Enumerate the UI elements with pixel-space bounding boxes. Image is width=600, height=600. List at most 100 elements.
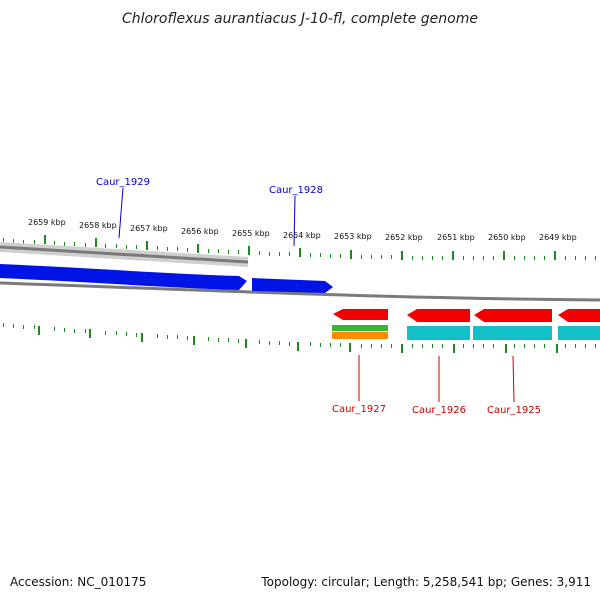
tick-mark — [565, 256, 566, 260]
reverse-gene-arrow[interactable] — [333, 309, 388, 320]
tick-mark — [187, 336, 188, 340]
tick-mark-major — [95, 238, 97, 247]
scale-label: 2649 kbp — [539, 233, 577, 242]
tick-mark — [473, 256, 474, 260]
tick-mark — [585, 256, 586, 260]
tick-mark — [381, 344, 382, 348]
feature-block-cyan[interactable] — [558, 326, 600, 340]
tick-mark-major — [452, 251, 454, 260]
tick-mark-major — [556, 344, 558, 353]
backbone-upper-line — [0, 245, 249, 264]
tick-mark — [23, 325, 24, 329]
gene-label-reverse[interactable]: Caur_1927 — [332, 404, 386, 415]
tick-mark — [483, 344, 484, 348]
tick-mark — [320, 253, 321, 257]
tick-mark — [269, 341, 270, 345]
tick-mark — [463, 256, 464, 260]
tick-mark — [238, 339, 239, 343]
tick-mark — [23, 240, 24, 244]
outer-tick-row — [3, 235, 596, 353]
tick-mark — [463, 344, 464, 348]
tick-mark — [218, 338, 219, 342]
tick-mark-major — [146, 241, 148, 250]
tick-mark — [279, 341, 280, 345]
tick-mark — [483, 256, 484, 260]
scale-label: 2651 kbp — [437, 233, 475, 242]
genome-summary-text: Topology: circular; Length: 5,258,541 bp… — [260, 575, 591, 589]
tick-mark — [330, 343, 331, 347]
tick-mark — [116, 244, 117, 248]
tick-mark — [85, 329, 86, 333]
tick-mark — [524, 256, 525, 260]
tick-mark — [391, 344, 392, 348]
tick-mark — [3, 238, 4, 242]
tick-mark — [381, 255, 382, 259]
tick-mark — [340, 343, 341, 347]
upper-tick-row — [3, 235, 596, 260]
tick-mark — [136, 245, 137, 249]
tick-mark-major — [349, 343, 351, 352]
tick-mark — [126, 245, 127, 249]
tick-mark — [422, 256, 423, 260]
tick-mark-major — [453, 344, 455, 353]
tick-mark — [269, 252, 270, 256]
tick-mark — [208, 249, 209, 253]
tick-mark-major — [401, 251, 403, 260]
tick-mark — [34, 325, 35, 329]
tick-mark-major — [141, 333, 143, 342]
tick-mark — [422, 344, 423, 348]
tick-mark — [320, 343, 321, 347]
genome-title: Chloroflexus aurantiacus J-10-fl, comple… — [122, 11, 478, 27]
tick-mark — [412, 256, 413, 260]
tick-mark — [64, 328, 65, 332]
tick-mark — [13, 239, 14, 243]
feature-block-cyan[interactable] — [473, 326, 552, 340]
tick-mark — [585, 344, 586, 348]
tick-mark — [493, 256, 494, 260]
scale-label: 2654 kbp — [283, 231, 321, 240]
gene-label-forward[interactable]: Caur_1928 — [269, 185, 323, 196]
tick-mark-major — [197, 244, 199, 253]
feature-block-orange[interactable] — [332, 332, 388, 339]
tick-mark — [167, 335, 168, 339]
forward-strand-genes — [0, 264, 333, 293]
tick-mark — [289, 252, 290, 256]
forward-gene-arrow[interactable] — [252, 278, 333, 293]
reverse-gene-arrow[interactable] — [558, 309, 600, 322]
tick-mark-major — [248, 246, 250, 255]
tick-mark-major — [193, 336, 195, 345]
tick-mark — [595, 344, 596, 348]
feature-tracks — [332, 325, 600, 340]
tick-mark — [74, 329, 75, 333]
scale-labels: 2659 kbp 2658 kbp 2657 kbp 2656 kbp 2655… — [28, 218, 577, 242]
tick-mark-major — [554, 251, 556, 260]
tick-mark — [330, 254, 331, 258]
genome-backbone — [0, 242, 600, 302]
forward-gene-arrow[interactable] — [0, 264, 247, 290]
tick-mark — [442, 256, 443, 260]
reverse-gene-arrow[interactable] — [407, 309, 470, 322]
tick-mark — [228, 338, 229, 342]
tick-mark — [259, 251, 260, 255]
tick-mark — [514, 256, 515, 260]
tick-mark — [238, 250, 239, 254]
tick-mark — [534, 256, 535, 260]
scale-label: 2650 kbp — [488, 233, 526, 242]
tick-mark — [544, 256, 545, 260]
tick-mark-major — [503, 251, 505, 260]
backbone-lower-line — [0, 281, 600, 302]
tick-mark — [575, 256, 576, 260]
gene-label-reverse[interactable]: Caur_1926 — [412, 405, 466, 416]
tick-mark — [157, 334, 158, 338]
tick-mark — [116, 331, 117, 335]
feature-block-cyan[interactable] — [407, 326, 470, 340]
tick-mark-major — [505, 344, 507, 353]
gene-label-leader — [293, 195, 296, 247]
reverse-strand-genes — [333, 309, 600, 322]
tick-mark — [54, 327, 55, 331]
reverse-gene-arrow[interactable] — [474, 309, 552, 322]
gene-label-forward[interactable]: Caur_1929 — [96, 177, 150, 188]
gene-label-reverse[interactable]: Caur_1925 — [487, 405, 541, 416]
tick-mark — [544, 344, 545, 348]
feature-block-green[interactable] — [332, 325, 388, 331]
